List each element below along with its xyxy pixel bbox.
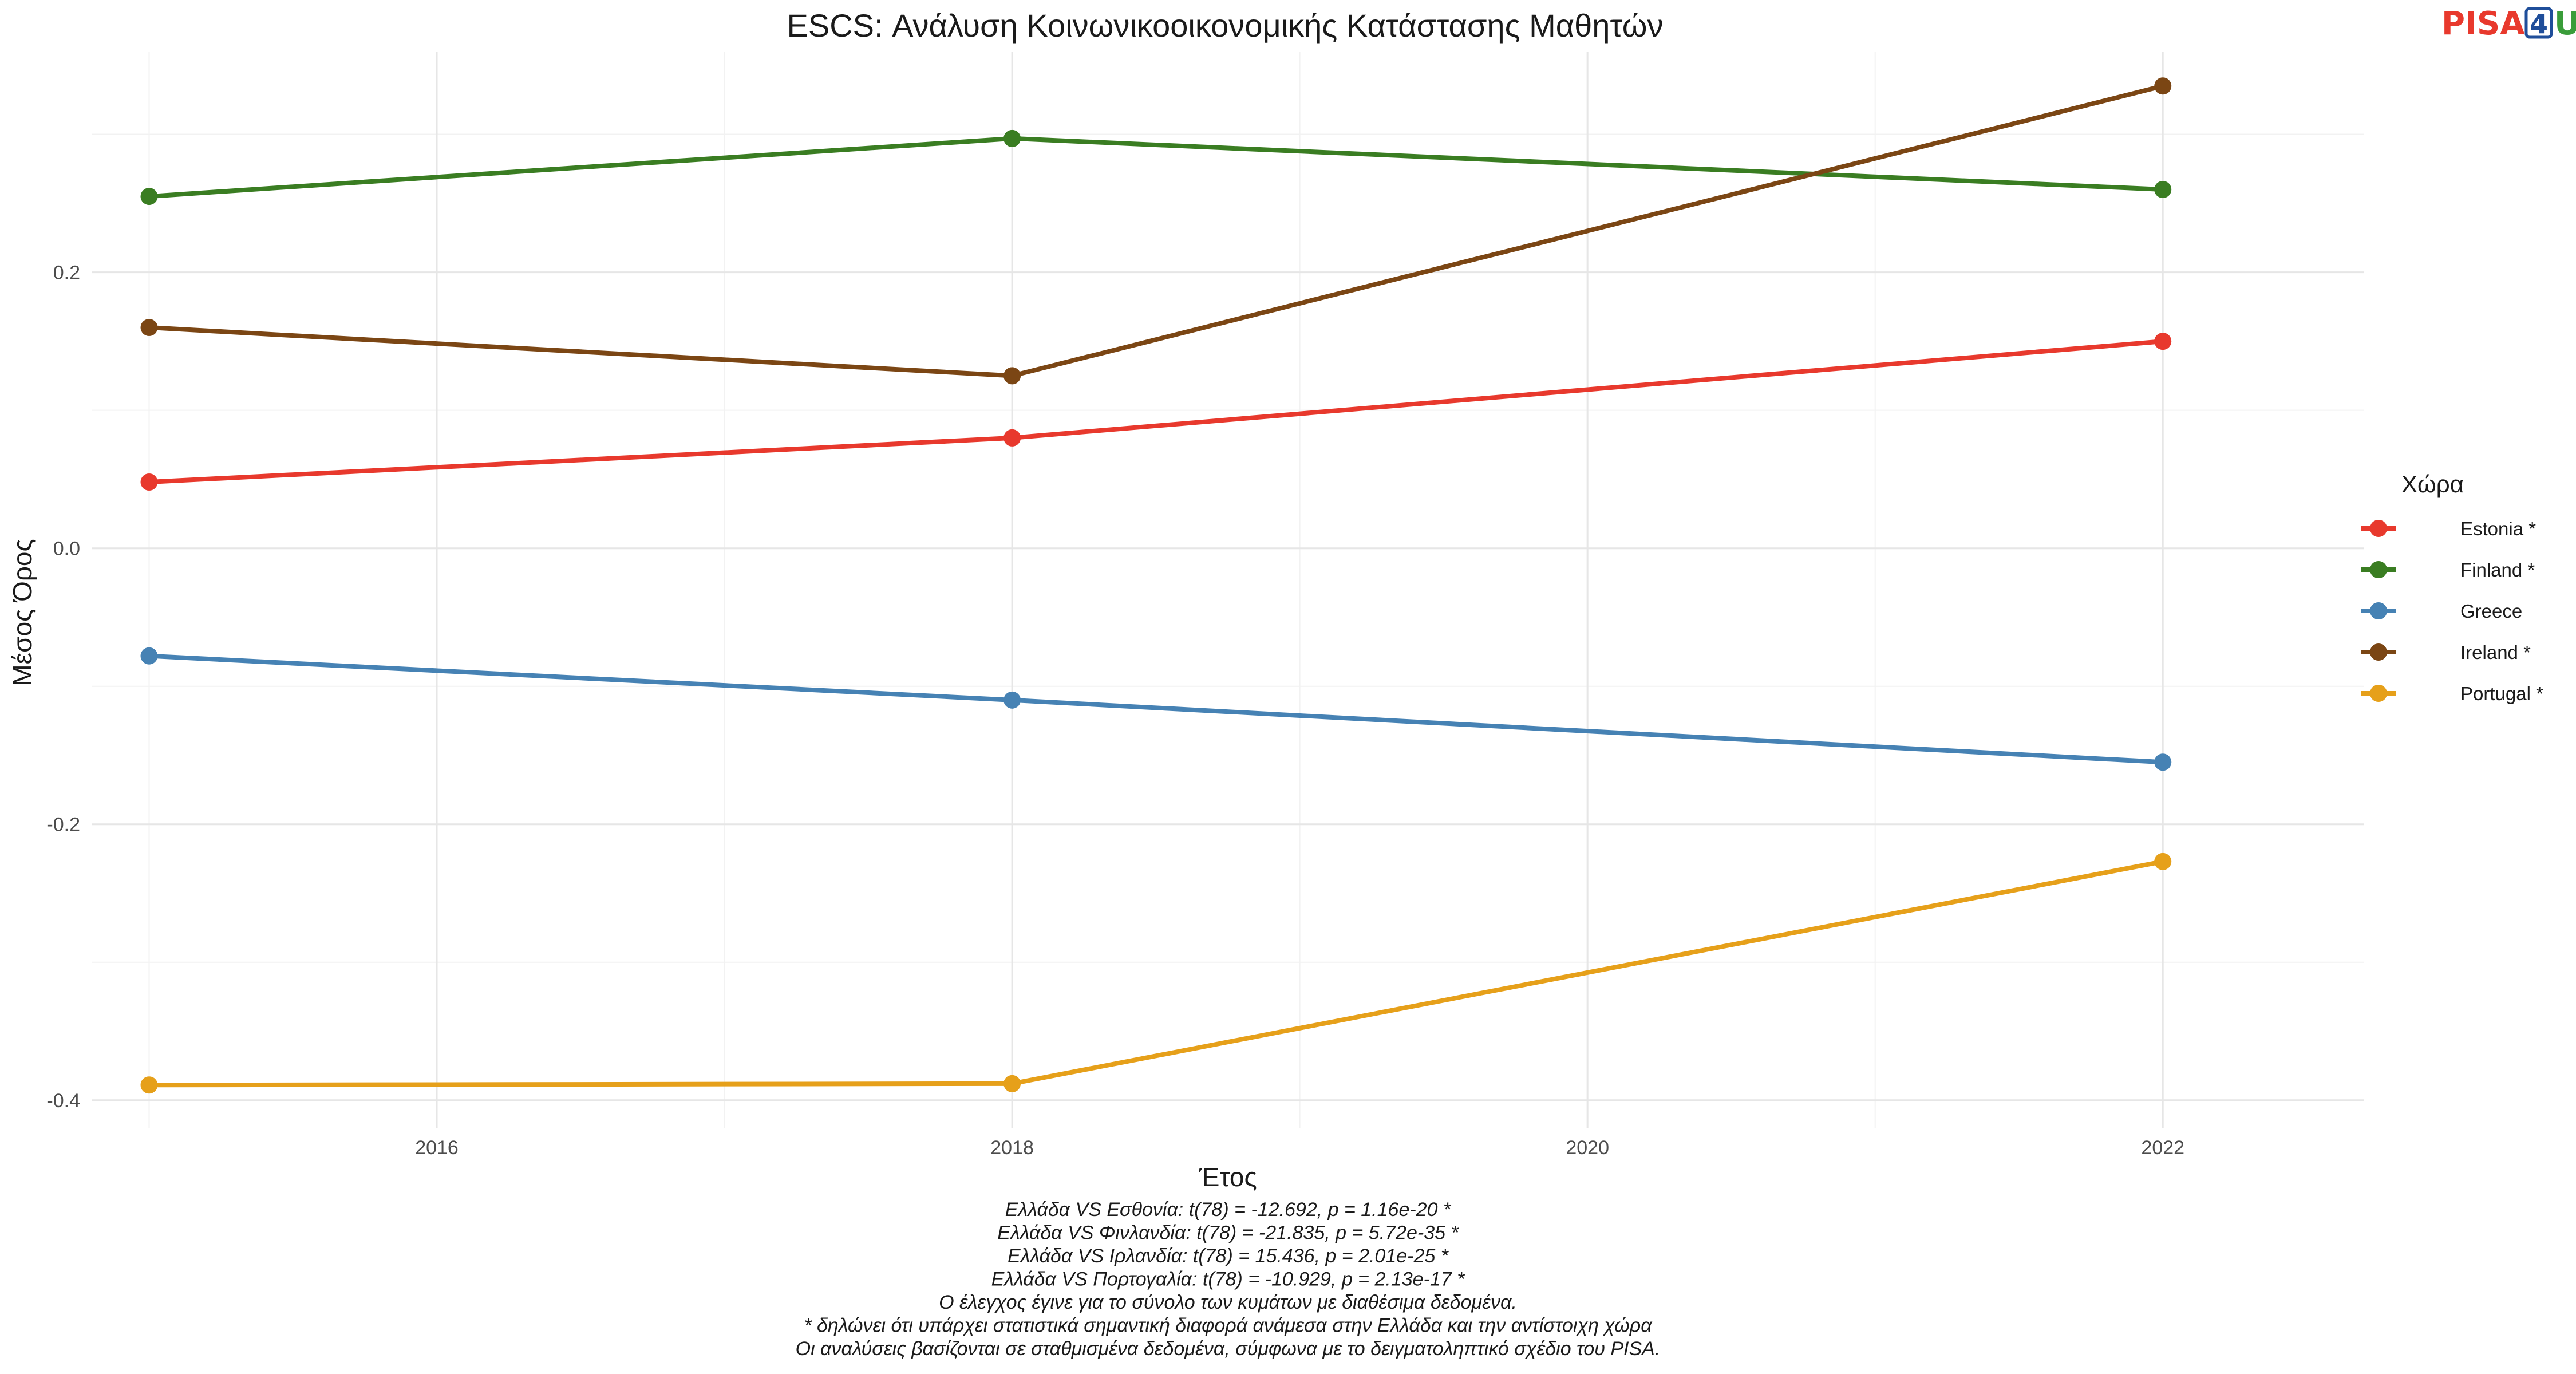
legend-key-point (2370, 561, 2387, 578)
caption-line: * δηλώνει ότι υπάρχει στατιστικά σημαντι… (804, 1315, 1653, 1337)
grid-major (92, 52, 2364, 1128)
logo-digit-box (2524, 7, 2553, 39)
legend-key-point (2370, 602, 2387, 619)
data-point-greece (140, 647, 158, 665)
logo-digit: 4 (2530, 9, 2548, 40)
data-point-estonia (140, 473, 158, 491)
data-point-portugal (1003, 1075, 1021, 1092)
grid-minor (92, 52, 2364, 1128)
x-axis-title: Έτος (1198, 1162, 1257, 1192)
caption-line: Οι αναλύσεις βασίζονται σε σταθμισμένα δ… (796, 1338, 1661, 1360)
series-points (140, 77, 2172, 1094)
legend-item-portugal: Portugal * (2361, 683, 2543, 704)
data-point-finland (140, 188, 158, 206)
series-line-finland (147, 136, 2166, 199)
y-axis-title: Μέσος Όρος (7, 539, 37, 686)
series-line-greece (147, 653, 2166, 765)
chart-title: ESCS: Ανάλυση Κοινωνικοοικονομικής Κατάσ… (787, 7, 1664, 44)
x-tick-labels: 2016 2018 2020 2022 (415, 1137, 2184, 1159)
caption-line: Ο έλεγχος έγινε για το σύνολο των κυμάτω… (939, 1292, 1517, 1313)
y-tick-label: -0.4 (46, 1090, 80, 1112)
data-point-finland (1003, 129, 1021, 147)
data-point-estonia (1003, 429, 1021, 447)
data-point-finland (2154, 181, 2172, 199)
legend-label: Greece (2460, 601, 2522, 622)
series-line-estonia (147, 339, 2166, 484)
pisa4u-logo: PISA 4 U (2441, 5, 2576, 42)
data-point-portugal (140, 1076, 158, 1094)
series-line-ireland (147, 84, 2166, 378)
series-line-portugal (147, 859, 2166, 1088)
caption-line: Ελλάδα VS Ιρλανδία: t(78) = 15.436, p = … (1008, 1245, 1449, 1267)
y-tick-labels: -0.4 -0.2 0.0 0.2 (46, 262, 80, 1112)
series-lines (147, 84, 2166, 1088)
data-point-portugal (2154, 852, 2172, 870)
legend-key-point (2370, 643, 2387, 661)
legend-item-estonia: Estonia * (2361, 518, 2536, 539)
x-tick-label: 2020 (1566, 1137, 1609, 1159)
legend: Χώρα Estonia * Finland * Greece Ireland * Po… (2361, 471, 2543, 704)
data-point-greece (2154, 753, 2172, 771)
legend-key-point (2370, 520, 2387, 537)
data-point-ireland (2154, 77, 2172, 95)
x-tick-label: 2018 (990, 1137, 1034, 1159)
legend-title: Χώρα (2401, 471, 2464, 498)
caption-line: Ελλάδα VS Φινλανδία: t(78) = -21.835, p … (997, 1222, 1459, 1244)
legend-item-greece: Greece (2361, 601, 2522, 622)
y-tick-label: -0.2 (46, 814, 80, 836)
caption-line: Ελλάδα VS Πορτογαλία: t(78) = -10.929, p… (991, 1269, 1466, 1290)
data-point-greece (1003, 691, 1021, 709)
x-tick-label: 2022 (2141, 1137, 2184, 1159)
logo-suffix: U (2554, 5, 2576, 42)
legend-key-point (2370, 685, 2387, 702)
legend-label: Estonia * (2460, 518, 2536, 539)
x-tick-label: 2016 (415, 1137, 459, 1159)
caption-line: Ελλάδα VS Εσθονία: t(78) = -12.692, p = … (1005, 1199, 1452, 1221)
y-tick-label: 0.2 (53, 262, 80, 284)
y-tick-label: 0.0 (53, 538, 80, 560)
legend-label: Finland * (2460, 559, 2535, 581)
legend-item-finland: Finland * (2361, 559, 2535, 581)
caption: Ελλάδα VS Εσθονία: t(78) = -12.692, p = … (796, 1199, 1661, 1360)
legend-item-ireland: Ireland * (2361, 642, 2531, 663)
legend-label: Portugal * (2460, 683, 2543, 704)
logo-prefix: PISA (2441, 5, 2525, 42)
data-point-ireland (1003, 367, 1021, 385)
legend-label: Ireland * (2460, 642, 2531, 663)
data-point-ireland (140, 319, 158, 337)
data-point-estonia (2154, 333, 2172, 350)
